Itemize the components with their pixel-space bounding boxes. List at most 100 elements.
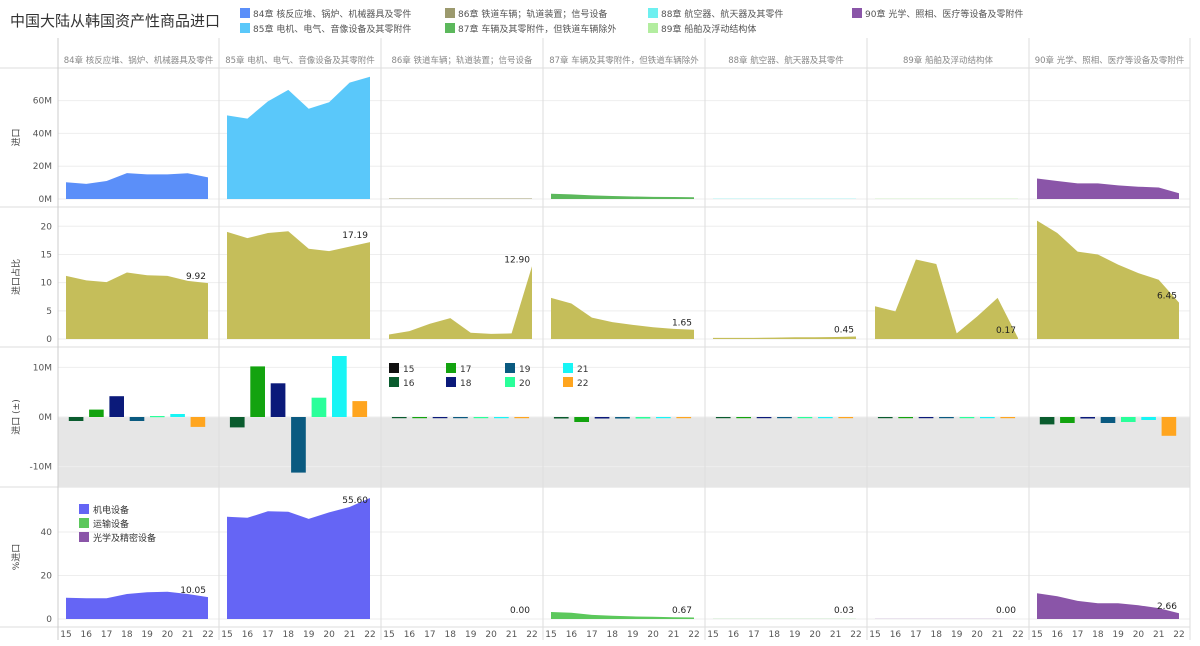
bar[interactable] [838, 417, 854, 419]
x-tick-label: 18 [1092, 630, 1104, 640]
year-legend-item[interactable]: 19 [505, 363, 531, 375]
bar[interactable] [68, 417, 84, 421]
bar[interactable] [129, 417, 145, 421]
bar[interactable] [412, 417, 427, 419]
category-legend-item[interactable]: 机电设备 [79, 504, 129, 516]
bar[interactable] [574, 417, 589, 422]
year-legend-item[interactable]: 21 [563, 363, 588, 375]
chapter-legend-item[interactable]: 86章 铁道车辆；轨道装置；信号设备 [445, 8, 607, 20]
year-legend-item[interactable]: 17 [446, 363, 471, 375]
bar[interactable] [229, 417, 245, 428]
area-series[interactable] [1037, 220, 1179, 339]
area-series[interactable] [227, 76, 370, 199]
bar[interactable] [391, 417, 407, 419]
x-tick-label: 19 [1112, 630, 1124, 640]
bar[interactable] [1080, 417, 1095, 419]
bar[interactable] [1060, 417, 1075, 423]
bar[interactable] [676, 417, 692, 419]
bar[interactable] [170, 414, 185, 417]
bar[interactable] [494, 417, 509, 419]
bar[interactable] [939, 417, 954, 419]
bar[interactable] [818, 417, 833, 419]
bar[interactable] [553, 417, 569, 419]
bar[interactable] [514, 417, 530, 419]
area-series[interactable] [875, 259, 1018, 340]
chapter-legend-item[interactable]: 89章 船舶及浮动结构体 [648, 23, 756, 35]
y-tick-label: 60M [33, 97, 52, 107]
area-series[interactable] [1037, 178, 1179, 200]
legend-swatch-icon [446, 363, 456, 373]
area-series[interactable] [551, 297, 694, 339]
area-series[interactable] [1037, 593, 1179, 619]
bar[interactable] [352, 401, 368, 417]
bar[interactable] [715, 417, 731, 419]
chapter-legend-item[interactable]: 90章 光学、照相、医疗等设备及零附件 [852, 8, 1023, 20]
bar[interactable] [1100, 417, 1116, 423]
chapter-legend-item[interactable]: 84章 核反应堆、锅炉、机械器具及零件 [240, 8, 411, 20]
bar[interactable] [1121, 417, 1136, 422]
bar[interactable] [332, 356, 347, 417]
x-tick-label: 15 [1031, 630, 1042, 640]
area-series[interactable] [713, 336, 856, 340]
chapter-legend-item[interactable]: 87章 车辆及其零附件，但铁道车辆除外 [445, 23, 616, 35]
bar[interactable] [736, 417, 751, 419]
x-tick-label: 17 [748, 630, 759, 640]
bar[interactable] [109, 396, 124, 417]
x-tick-label: 16 [566, 630, 578, 640]
bar[interactable] [756, 417, 772, 419]
x-tick-label: 17 [910, 630, 921, 640]
bar[interactable] [898, 417, 913, 419]
data-label: 12.90 [504, 255, 530, 265]
bar[interactable] [190, 417, 206, 427]
year-legend-item[interactable]: 15 [389, 363, 414, 375]
bar[interactable] [877, 417, 893, 419]
bar[interactable] [594, 417, 610, 419]
x-tick-label: 18 [121, 630, 133, 640]
bar[interactable] [656, 417, 671, 419]
area-series[interactable] [227, 231, 370, 339]
area-series[interactable] [66, 173, 208, 199]
negative-band [58, 417, 1190, 487]
chapter-legend-item[interactable]: 88章 航空器、航天器及其零件 [648, 8, 783, 20]
bar[interactable] [311, 397, 327, 417]
category-legend-item[interactable]: 运输设备 [79, 518, 129, 530]
bar[interactable] [1161, 417, 1177, 436]
y-axis-label: 进口 [11, 128, 22, 146]
area-series[interactable] [389, 266, 532, 339]
chapter-legend-label: 84章 核反应堆、锅炉、机械器具及零件 [253, 10, 412, 20]
bar[interactable] [1141, 417, 1156, 420]
bar[interactable] [777, 417, 792, 419]
bar[interactable] [959, 417, 975, 419]
area-series[interactable] [389, 198, 532, 200]
bar[interactable] [918, 417, 934, 419]
bar[interactable] [250, 366, 265, 417]
bar[interactable] [291, 417, 306, 473]
chapter-legend-item[interactable]: 85章 电机、电气、音像设备及其零附件 [240, 23, 411, 35]
area-series[interactable] [66, 272, 208, 340]
bar[interactable] [1039, 417, 1055, 425]
area-series[interactable] [227, 498, 370, 619]
bar[interactable] [453, 417, 468, 419]
bar[interactable] [150, 416, 165, 418]
bar[interactable] [615, 417, 630, 419]
x-tick-label: 17 [101, 630, 112, 640]
category-legend-item[interactable]: 光学及精密设备 [79, 532, 156, 544]
bar[interactable] [1000, 417, 1016, 419]
year-legend-item[interactable]: 20 [505, 377, 531, 389]
bar[interactable] [432, 417, 448, 419]
year-legend-item[interactable]: 16 [389, 377, 415, 389]
y-axis-label: 进口占比 [10, 259, 22, 295]
chapter-legend[interactable]: 84章 核反应堆、锅炉、机械器具及零件 85章 电机、电气、音像设备及其零附件 86… [240, 8, 1140, 38]
y-tick-label: 40 [41, 528, 53, 538]
bar[interactable] [797, 417, 813, 419]
bar[interactable] [473, 417, 489, 419]
year-legend-item[interactable]: 22 [563, 377, 588, 389]
area-series[interactable] [551, 612, 694, 619]
year-legend-item[interactable]: 18 [446, 377, 472, 389]
bar[interactable] [635, 417, 651, 419]
area-series[interactable] [551, 193, 694, 199]
bar[interactable] [980, 417, 995, 419]
bar[interactable] [270, 383, 286, 417]
bar[interactable] [89, 409, 104, 417]
area-series[interactable] [66, 591, 208, 619]
